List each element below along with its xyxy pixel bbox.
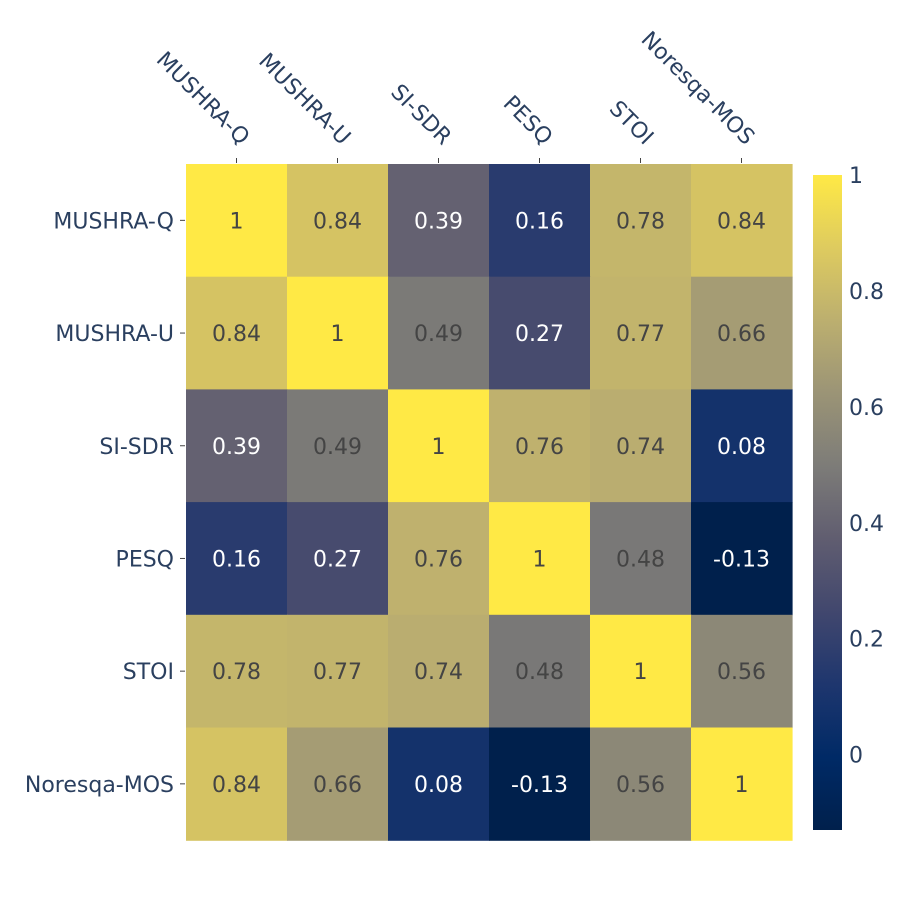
- heatmap-cell-label-r2-c3: 0.76: [515, 435, 564, 460]
- heatmap-cell-r0-c0: [186, 164, 288, 278]
- y-tick-label-si-sdr: SI-SDR: [99, 435, 174, 460]
- heatmap-cell-r4-c0: [186, 614, 288, 729]
- heatmap-cell-label-r3-c3: 1: [533, 547, 547, 572]
- heatmap-cell-r4-c1: [287, 614, 389, 729]
- y-tick-label-pesq: PESQ: [116, 547, 174, 572]
- heatmap-cell-label-r4-c4: 1: [634, 660, 648, 685]
- heatmap-cell-label-r1-c4: 0.77: [616, 322, 665, 347]
- heatmap-cell-r2-c3: [489, 389, 591, 503]
- heatmap-cell-label-r2-c5: 0.08: [717, 435, 766, 460]
- heatmap-cell-r3-c4: [590, 502, 692, 616]
- heatmap-cell-label-r5-c1: 0.66: [313, 773, 362, 798]
- heatmap-cell-r5-c4: [590, 727, 692, 841]
- heatmap-cell-r4-c5: [691, 614, 793, 729]
- heatmap-cell-label-r5-c3: -0.13: [511, 773, 568, 798]
- heatmap-cell-r0-c5: [691, 164, 793, 278]
- heatmap-cell-label-r1-c1: 1: [331, 322, 345, 347]
- heatmap-cell-r2-c2: [388, 389, 490, 503]
- heatmap-cell-label-r3-c2: 0.76: [414, 547, 463, 572]
- x-tick-label-mushra-u: MUSHRA-U: [253, 49, 355, 151]
- heatmap-cell-label-r0-c1: 0.84: [313, 209, 362, 234]
- heatmap-cell-label-r4-c0: 0.78: [212, 660, 261, 685]
- heatmap-cell-r5-c5: [691, 727, 793, 841]
- heatmap-cell-r4-c2: [388, 614, 490, 729]
- heatmap-cell-label-r3-c0: 0.16: [212, 547, 261, 572]
- heatmap-cell-r2-c0: [186, 389, 288, 503]
- heatmap-cell-r3-c3: [489, 502, 591, 616]
- heatmap-cell-r0-c3: [489, 164, 591, 278]
- heatmap-cell-label-r1-c0: 0.84: [212, 322, 261, 347]
- heatmap-cell-label-r0-c0: 1: [230, 209, 244, 234]
- heatmap-cell-label-r1-c5: 0.66: [717, 322, 766, 347]
- x-tick-label-pesq: PESQ: [498, 91, 557, 150]
- heatmap-cell-r5-c2: [388, 727, 490, 841]
- heatmap-cell-r0-c1: [287, 164, 389, 278]
- heatmap-cell-label-r3-c1: 0.27: [313, 547, 362, 572]
- heatmap-cell-label-r5-c5: 1: [735, 773, 749, 798]
- heatmap-cell-label-r3-c4: 0.48: [616, 547, 665, 572]
- heatmap-cell-label-r5-c4: 0.56: [616, 773, 665, 798]
- y-tick-label-mushra-u: MUSHRA-U: [55, 322, 174, 347]
- heatmap-cell-label-r0-c2: 0.39: [414, 209, 463, 234]
- heatmap-cell-r3-c5: [691, 502, 793, 616]
- heatmap-cell-label-r4-c3: 0.48: [515, 660, 564, 685]
- heatmap-cell-label-r1-c3: 0.27: [515, 322, 564, 347]
- heatmap-cell-label-r5-c2: 0.08: [414, 773, 463, 798]
- heatmap-cell-r5-c0: [186, 727, 288, 841]
- heatmap-cell-label-r2-c0: 0.39: [212, 435, 261, 460]
- colorbar-tick-label-0: 0: [849, 744, 863, 769]
- heatmap-cell-r1-c4: [590, 276, 692, 390]
- heatmap-cell-r3-c1: [287, 502, 389, 616]
- heatmap-cell-r1-c2: [388, 276, 490, 390]
- heatmap-cell-r1-c1: [287, 276, 389, 390]
- heatmap-cell-r5-c1: [287, 727, 389, 841]
- heatmap-cell-label-r3-c5: -0.13: [713, 547, 770, 572]
- heatmap-cell-labels: 1 0.84 0.39 0.16 0.78 0.84 0.84 1 0.49 0.27 0.77 0.…: [212, 209, 770, 798]
- heatmap-cell-r5-c3: [489, 727, 591, 841]
- heatmap-cells: [186, 164, 793, 841]
- heatmap-cell-r2-c4: [590, 389, 692, 503]
- x-axis: MUSHRA-Q MUSHRA-U SI-SDR PESQ STOINoresqa-MO…: [151, 27, 759, 163]
- heatmap-cell-label-r4-c1: 0.77: [313, 660, 362, 685]
- heatmap-cell-label-r0-c3: 0.16: [515, 209, 564, 234]
- x-tick-label-stoi: STOI: [604, 96, 658, 150]
- heatmap-cell-label-r1-c2: 0.49: [414, 322, 463, 347]
- heatmap-cell-label-r4-c5: 0.56: [717, 660, 766, 685]
- heatmap-cell-r4-c4: [590, 614, 692, 729]
- heatmap-cell-r1-c0: [186, 276, 288, 390]
- heatmap-cell-r2-c1: [287, 389, 389, 503]
- heatmap-cell-r0-c2: [388, 164, 490, 278]
- colorbar-gradient: [813, 175, 842, 830]
- heatmap-cell-r1-c5: [691, 276, 793, 390]
- y-tick-label-noresqa-mos: Noresqa-MOS: [25, 773, 174, 798]
- colorbar-tick-label-3: 0.6: [849, 396, 884, 421]
- heatmap-cell-label-r2-c4: 0.74: [616, 435, 665, 460]
- y-axis: MUSHRA-Q MUSHRA-U SI-SDR PESQ STOI Noresqa-MO…: [25, 209, 185, 798]
- heatmap-cell-label-r4-c2: 0.74: [414, 660, 463, 685]
- colorbar-tick-label-2: 0.4: [849, 512, 884, 537]
- colorbar: 0 0.2 0.4 0.6 0.8 1: [813, 164, 884, 830]
- heatmap-cell-r3-c2: [388, 502, 490, 616]
- heatmap-cell-label-r0-c4: 0.78: [616, 209, 665, 234]
- heatmap-cell-r1-c3: [489, 276, 591, 390]
- x-tick-label-mushra-q: MUSHRA-Q: [151, 47, 254, 150]
- heatmap-cell-r3-c0: [186, 502, 288, 616]
- y-tick-label-mushra-q: MUSHRA-Q: [53, 209, 174, 234]
- colorbar-tick-label-1: 0.2: [849, 628, 884, 653]
- heatmap-cell-label-r2-c2: 1: [432, 435, 446, 460]
- heatmap-cell-r2-c5: [691, 389, 793, 503]
- colorbar-tick-label-4: 0.8: [849, 280, 884, 305]
- heatmap-cell-label-r0-c5: 0.84: [717, 209, 766, 234]
- heatmap-cell-label-r2-c1: 0.49: [313, 435, 362, 460]
- heatmap-cell-r4-c3: [489, 614, 591, 729]
- heatmap-cell-r0-c4: [590, 164, 692, 278]
- y-tick-label-stoi: STOI: [123, 660, 174, 685]
- x-tick-label-si-sdr: SI-SDR: [386, 80, 456, 150]
- heatmap-cell-label-r5-c0: 0.84: [212, 773, 261, 798]
- colorbar-tick-label-5: 1: [849, 164, 863, 189]
